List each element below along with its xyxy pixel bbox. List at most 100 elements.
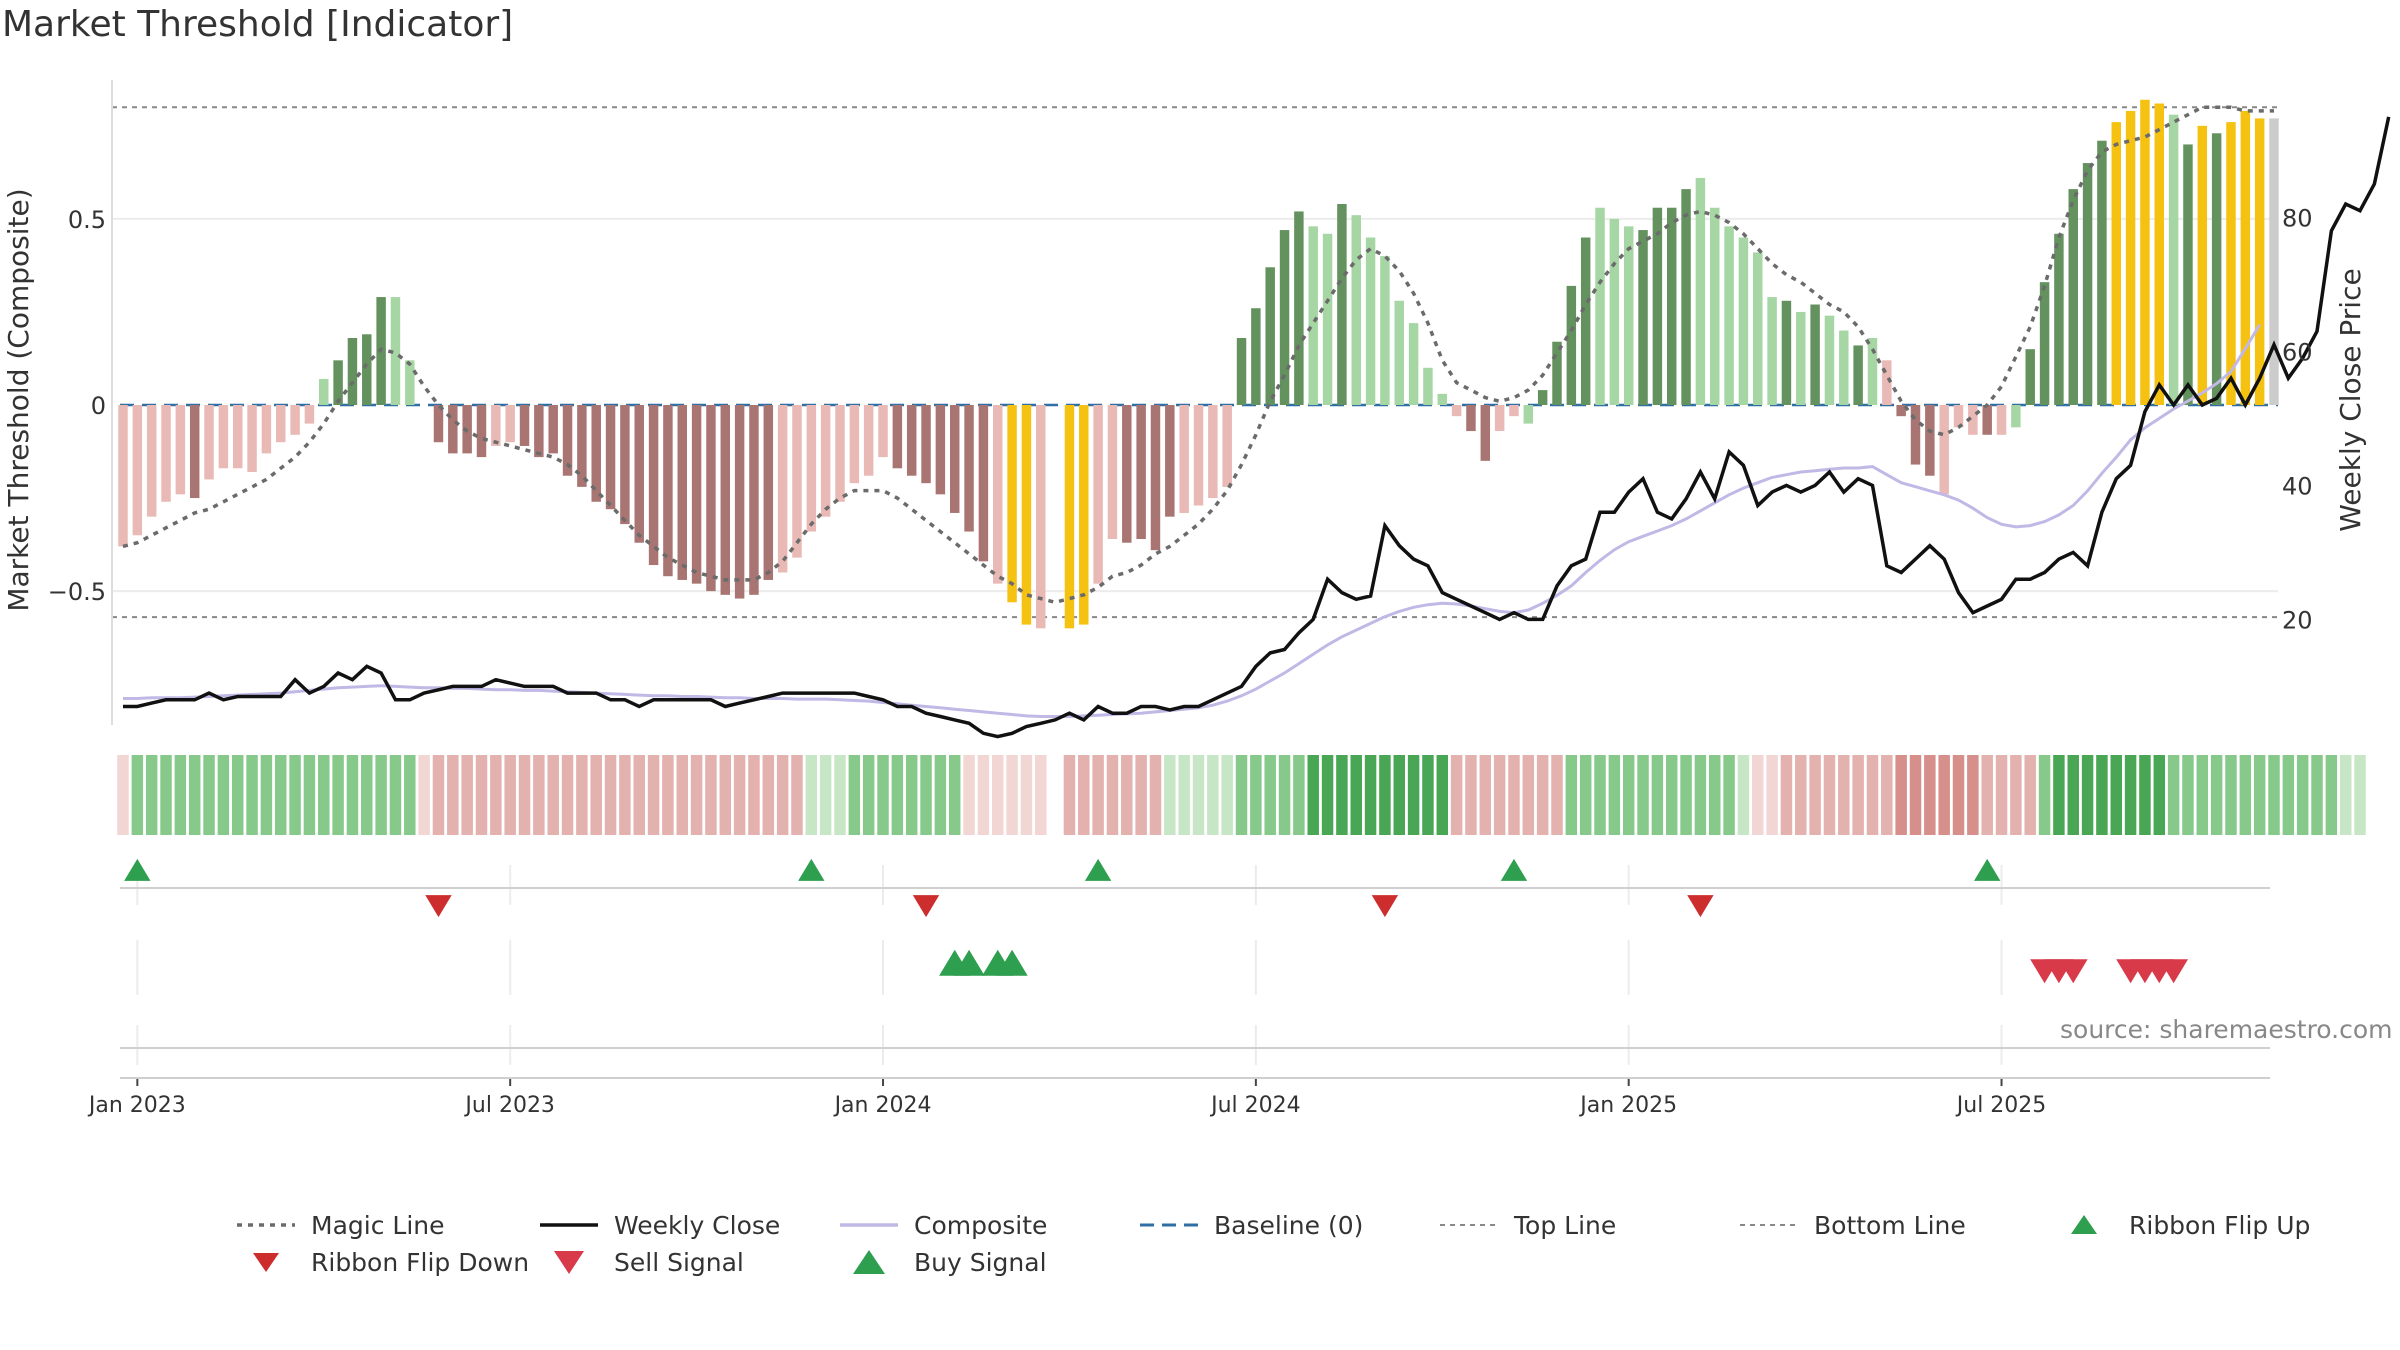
ribbon-flip-up-0 (124, 858, 151, 881)
bar-103 (1595, 207, 1605, 405)
bar-42 (720, 405, 731, 595)
bar-35 (620, 405, 630, 525)
bar-79 (1251, 308, 1261, 405)
bar-47 (792, 405, 802, 558)
bar-29 (534, 405, 544, 458)
bar-69 (1107, 405, 1118, 539)
bar-60 (978, 405, 989, 562)
ribbon-cell-2 (145, 755, 158, 835)
bar-15 (333, 360, 343, 405)
bar-30 (548, 405, 558, 454)
magic-line (122, 105, 2274, 605)
bar-62 (1007, 405, 1017, 603)
bar-43 (734, 405, 745, 599)
ribbon-cell-138 (2096, 755, 2108, 835)
ribbon-cell-106 (1637, 755, 1649, 835)
ribbon-cell-113 (1737, 755, 1750, 835)
bar-8 (232, 405, 243, 469)
bar-105 (1623, 226, 1634, 405)
bar-4 (175, 405, 186, 495)
ribbon-cell-39 (676, 755, 688, 835)
ribbon-cell-35 (619, 755, 631, 835)
ribbon-cell-69 (1106, 755, 1119, 835)
ribbon-cell-37 (647, 755, 660, 835)
axes: 0.5 0 −0.5 80 60 40 20 Jan 2023 Jul 2023 Jan 2024… (48, 80, 2313, 1118)
ribbon-cell-66 (1063, 755, 1076, 835)
ribbon-cell-52 (862, 755, 875, 835)
bar-122 (1867, 338, 1878, 405)
ribbon-cell-144 (2182, 755, 2194, 835)
ribbon-cell-124 (1895, 755, 1907, 835)
ribbon-cell-44 (748, 755, 760, 835)
ribbon-cell-16 (346, 755, 359, 835)
bar-109 (1681, 189, 1691, 405)
ribbon-cell-81 (1278, 755, 1291, 835)
bar-36 (634, 405, 644, 543)
ribbon-cell-47 (791, 755, 803, 835)
ribbon-cell-5 (188, 755, 201, 835)
ribbon-cell-153 (2311, 755, 2323, 835)
bar-71 (1136, 405, 1146, 539)
bar-68 (1093, 405, 1103, 584)
composite-bars (118, 99, 2279, 629)
bar-25 (476, 405, 487, 458)
ribbon-flip-up-1 (798, 858, 825, 881)
bar-17 (362, 334, 372, 405)
bar-118 (1810, 304, 1820, 405)
ribbon-cell-59 (963, 755, 975, 835)
bar-38 (663, 405, 673, 577)
bar-94 (1466, 405, 1476, 432)
ribbon-cell-22 (432, 755, 445, 835)
bar-139 (2111, 122, 2121, 405)
x-tick-label-5: Jul 2025 (1955, 1093, 2047, 1118)
y2-tick-label-1: 60 (2282, 338, 2313, 366)
ribbon-cell-125 (1909, 755, 1922, 835)
ribbon-cell-48 (805, 755, 818, 835)
bar-72 (1150, 405, 1161, 551)
bar-9 (247, 405, 257, 472)
ribbon-cell-139 (2110, 755, 2122, 835)
ribbon-cell-27 (504, 755, 516, 835)
bar-147 (2226, 122, 2236, 405)
ribbon-cell-98 (1522, 755, 1535, 835)
ribbon-flip-down-2 (1371, 895, 1399, 918)
ribbon-cell-75 (1192, 755, 1205, 835)
ribbon-cell-62 (1006, 755, 1018, 835)
x-tick-label-3: Jul 2024 (1209, 1093, 1301, 1118)
bar-76 (1208, 405, 1218, 499)
ribbon-cell-107 (1651, 755, 1664, 835)
bar-92 (1437, 393, 1448, 405)
bar-150 (2269, 118, 2279, 405)
bar-0 (118, 405, 128, 547)
ribbon-cell-89 (1393, 755, 1405, 835)
ribbon-cell-92 (1436, 755, 1449, 835)
ribbon-cell-54 (891, 755, 904, 835)
ribbon-cell-152 (2296, 755, 2309, 835)
ribbon-cell-73 (1164, 755, 1176, 835)
bar-96 (1494, 405, 1505, 432)
ribbon-cell-0 (117, 755, 129, 835)
ribbon-cell-10 (260, 755, 273, 835)
bar-133 (2025, 349, 2035, 405)
bar-73 (1165, 405, 1175, 517)
ribbon-cell-34 (604, 755, 617, 835)
bar-114 (1753, 252, 1763, 405)
ribbon-cell-61 (992, 755, 1004, 835)
bar-13 (304, 405, 315, 424)
bar-134 (2039, 282, 2050, 405)
grid-layer (112, 217, 2278, 1065)
ribbon-cell-78 (1235, 755, 1248, 835)
ribbon-cell-74 (1178, 755, 1190, 835)
ribbon-cell-122 (1866, 755, 1879, 835)
bar-20 (405, 360, 415, 405)
bar-146 (2211, 133, 2222, 405)
bar-49 (820, 405, 831, 517)
ribbon-cell-7 (217, 755, 230, 835)
bar-37 (648, 405, 659, 566)
ribbon-cell-24 (461, 755, 473, 835)
bar-74 (1179, 405, 1189, 513)
bar-28 (519, 405, 530, 446)
ribbon-cell-121 (1852, 755, 1864, 835)
bar-66 (1064, 405, 1075, 629)
y-tick-label-1: 0 (91, 392, 106, 420)
